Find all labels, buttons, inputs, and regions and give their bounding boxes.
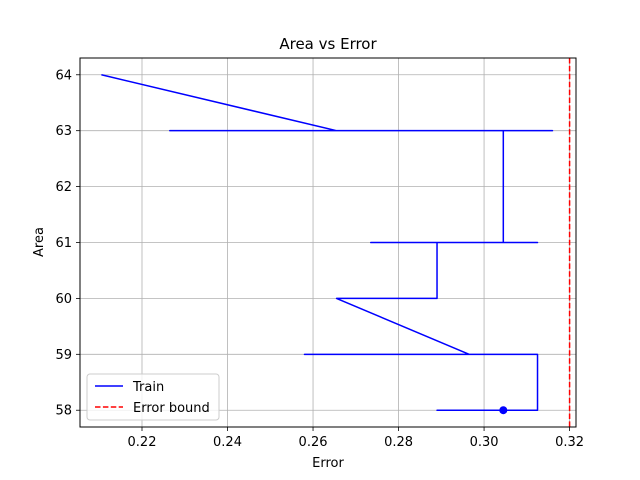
legend-train-label: Train — [132, 380, 164, 395]
x-tick-label: 0.26 — [299, 435, 328, 450]
x-tick-label: 0.24 — [213, 435, 242, 450]
y-tick-label: 63 — [55, 124, 72, 139]
x-tick-label: 0.32 — [555, 435, 584, 450]
y-tick-label: 60 — [55, 292, 72, 307]
legend-error-bound-label: Error bound — [133, 401, 210, 416]
y-tick-label: 59 — [55, 348, 72, 363]
plot-data — [101, 58, 571, 427]
y-tick-label: 61 — [55, 236, 72, 251]
train-end-marker — [499, 406, 508, 415]
x-axis-label: Error — [312, 456, 344, 471]
y-tick-label: 58 — [55, 404, 72, 419]
legend: Train Error bound — [86, 373, 220, 421]
train-series-line — [101, 74, 554, 411]
y-tick-label: 64 — [55, 68, 72, 83]
x-tick-label: 0.30 — [470, 435, 499, 450]
x-tick-label: 0.28 — [384, 435, 413, 450]
y-tick-label: 62 — [55, 180, 72, 195]
y-axis-label: Area — [32, 227, 47, 257]
x-tick-label: 0.22 — [128, 435, 157, 450]
chart-title: Area vs Error — [279, 35, 377, 53]
ticks: 0.22 0.24 0.26 0.28 0.30 0.32 58 59 60 61 62 63 64 — [55, 68, 584, 450]
